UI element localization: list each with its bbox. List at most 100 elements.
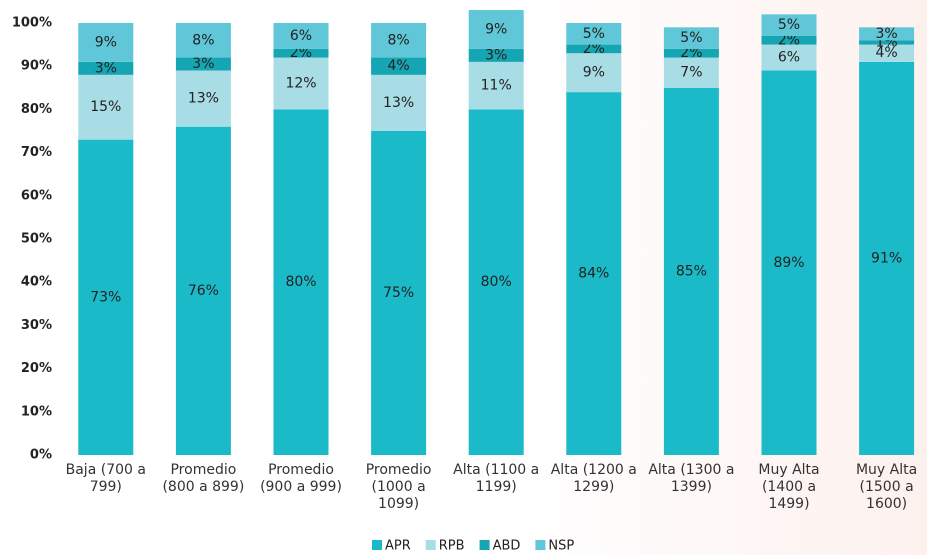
y-tick-label: 80% [21, 102, 52, 117]
y-tick-label: 30% [21, 318, 52, 333]
data-label: 76% [188, 283, 219, 299]
bar-segment [78, 139, 134, 455]
data-label: 89% [773, 255, 804, 271]
data-label: 2% [583, 41, 605, 57]
data-label: 13% [383, 95, 414, 111]
data-label: 8% [387, 32, 409, 48]
legend-swatch [479, 540, 490, 550]
legend-label: NSP [548, 539, 574, 554]
data-label: 9% [95, 34, 117, 50]
bar-segment [273, 48, 329, 58]
data-label: 4% [387, 58, 409, 74]
bar-segment [468, 61, 524, 110]
bar-segment [371, 57, 427, 75]
data-label: 73% [90, 289, 121, 305]
data-label: 85% [676, 263, 707, 279]
data-label: 3% [485, 47, 507, 63]
x-tick-label: Promedio (900 a 999) [260, 462, 342, 495]
bar-segment [859, 61, 915, 455]
y-tick-label: 100% [12, 16, 52, 31]
data-label: 5% [778, 17, 800, 33]
data-label: 5% [583, 26, 605, 42]
bar-segment [761, 70, 817, 456]
data-label: 12% [285, 75, 316, 91]
bar-segment [371, 23, 427, 58]
bar-segment [761, 44, 817, 71]
x-tick-label: Promedio (800 a 899) [162, 462, 245, 495]
data-label: 9% [485, 21, 507, 37]
bar-segment [78, 74, 134, 140]
y-tick-label: 40% [21, 275, 52, 290]
bar-segment [175, 57, 231, 71]
data-label: 9% [583, 65, 605, 81]
y-tick-label: 70% [21, 145, 52, 160]
bar-segment [566, 92, 622, 456]
y-tick-label: 60% [21, 188, 52, 203]
data-label: 3% [192, 56, 214, 72]
data-label: 3% [95, 60, 117, 76]
bar-segment [273, 57, 329, 110]
y-tick-label: 90% [21, 59, 52, 74]
bar-segment [468, 109, 524, 456]
bar-segment [175, 70, 231, 127]
bar-segment [273, 23, 329, 49]
bar-segment [859, 27, 915, 41]
x-tick-label: Alta (1300 a 1399) [648, 462, 735, 495]
legend-swatch [425, 540, 436, 550]
y-tick-label: 10% [21, 404, 52, 419]
bar-segment [761, 14, 817, 36]
x-tick-label: Baja (700 a 799) [65, 462, 146, 495]
legend-swatch [372, 540, 382, 550]
data-label: 2% [778, 32, 800, 48]
data-label: 11% [481, 78, 512, 94]
bar-segment [273, 109, 329, 456]
legend-label: RPB [439, 539, 465, 554]
bar-segment [78, 61, 134, 75]
bar-segment [663, 57, 719, 88]
data-label: 5% [680, 30, 702, 46]
data-label: 6% [290, 28, 312, 44]
x-tick-label: Alta (1200 a 1299) [550, 462, 637, 495]
y-tick-label: 0% [30, 448, 52, 463]
data-label: 7% [680, 65, 702, 81]
x-tick-label: Muy Alta (1400 a 1499) [758, 462, 820, 512]
bar-segment [566, 44, 622, 54]
y-tick-label: 50% [21, 232, 52, 247]
bar-segment [78, 23, 134, 62]
bar-segment [663, 48, 719, 58]
bar-segment [761, 35, 817, 45]
bar-segment [175, 23, 231, 58]
bar-segment [566, 53, 622, 93]
data-label: 84% [578, 266, 609, 282]
data-label: 2% [680, 45, 702, 61]
legend-label: ABD [493, 539, 521, 554]
data-label: 8% [192, 32, 214, 48]
data-label: 6% [778, 50, 800, 66]
bar-segment [859, 44, 915, 62]
bar-segment [371, 131, 427, 455]
bar-segment [663, 87, 719, 456]
bar-segment [468, 10, 524, 49]
y-tick-label: 20% [21, 361, 52, 376]
legend-swatch [535, 540, 546, 550]
data-label: 3% [875, 26, 897, 42]
bar-segment [663, 27, 719, 49]
legend-label: APR [385, 539, 411, 554]
data-label: 80% [481, 274, 512, 290]
data-label: 91% [871, 250, 902, 266]
x-tick-label: Alta (1100 a 1199) [453, 462, 540, 495]
x-tick-label: Muy Alta (1500 a 1600) [855, 462, 918, 512]
bar-segment [566, 23, 622, 45]
data-label: 75% [383, 285, 414, 301]
data-label: 80% [285, 274, 316, 290]
bar-segment [175, 126, 231, 456]
bar-segment [371, 74, 427, 131]
x-tick-label: Promedio (1000 a 1099) [365, 462, 432, 512]
data-label: 15% [90, 99, 121, 115]
bar-segment [859, 40, 915, 45]
bar-segment [468, 48, 524, 62]
data-label: 4% [875, 45, 897, 61]
data-label: 13% [188, 91, 219, 107]
